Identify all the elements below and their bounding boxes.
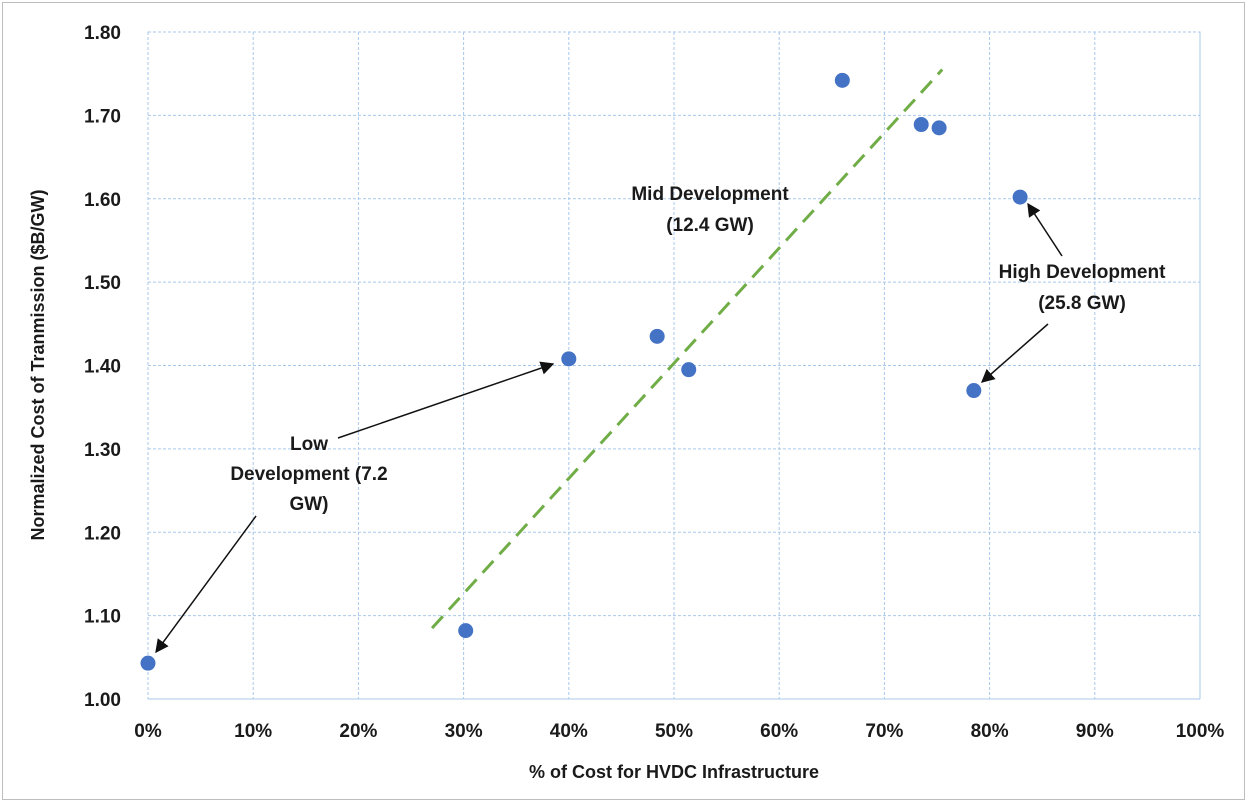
scatter-point bbox=[931, 120, 947, 136]
trendline bbox=[430, 68, 944, 630]
y-tick-label: 1.50 bbox=[84, 273, 121, 294]
y-tick-labels: 1.00 1.10 1.20 1.30 1.40 1.50 1.60 1.70 1.80 bbox=[84, 23, 121, 711]
plot-area-border bbox=[147, 31, 1201, 700]
x-tick-label: 70% bbox=[865, 721, 903, 742]
annotations: Low Development (7.2 GW) Mid Development (12… bbox=[155, 184, 1166, 654]
x-axis-title: % of Cost for HVDC Infrastructure bbox=[529, 762, 819, 782]
scatter-point bbox=[913, 117, 929, 133]
trendline-group bbox=[430, 68, 944, 630]
scatter-point bbox=[561, 351, 577, 367]
y-axis-title: Normalized Cost of Tranmission ($B/GW) bbox=[28, 189, 48, 540]
arrow-low-to-40 bbox=[337, 361, 555, 439]
x-tick-label: 90% bbox=[1076, 721, 1114, 742]
y-tick-label: 1.10 bbox=[84, 607, 121, 628]
x-tick-label: 60% bbox=[760, 721, 798, 742]
scatter-point bbox=[966, 383, 982, 399]
scatter-point bbox=[1012, 189, 1028, 205]
y-tick-label: 1.00 bbox=[84, 690, 121, 711]
grid bbox=[147, 31, 1201, 700]
scatter-point bbox=[458, 623, 474, 639]
x-tick-label: 0% bbox=[134, 721, 162, 742]
x-tick-label: 40% bbox=[550, 721, 588, 742]
y-tick-label: 1.60 bbox=[84, 190, 121, 211]
data-points bbox=[140, 72, 1028, 671]
x-tick-label: 20% bbox=[339, 721, 377, 742]
arrow-high-to-78 bbox=[980, 323, 1049, 383]
annotation-high-line: High Development bbox=[999, 262, 1166, 283]
y-tick-label: 1.20 bbox=[84, 523, 121, 544]
x-tick-label: 30% bbox=[445, 721, 483, 742]
annotation-mid-line: (12.4 GW) bbox=[666, 215, 754, 236]
annotation-low-line: GW) bbox=[289, 494, 328, 515]
y-tick-label: 1.40 bbox=[84, 357, 121, 378]
y-tick-label: 1.80 bbox=[84, 23, 121, 44]
x-tick-label: 80% bbox=[971, 721, 1009, 742]
scatter-point bbox=[649, 328, 665, 344]
scatter-point bbox=[140, 655, 156, 671]
arrow-low-to-0 bbox=[155, 515, 257, 654]
annotation-mid-line: Mid Development bbox=[631, 184, 789, 205]
y-tick-label: 1.30 bbox=[84, 440, 121, 461]
annotation-low-line: Development (7.2 bbox=[230, 464, 387, 485]
x-tick-label: 100% bbox=[1176, 721, 1225, 742]
annotation-low-line: Low bbox=[290, 434, 328, 455]
scatter-point bbox=[834, 72, 850, 88]
arrow-high-to-83 bbox=[1027, 202, 1063, 257]
x-tick-label: 50% bbox=[655, 721, 693, 742]
x-tick-labels: 0% 10% 20% 30% 40% 50% 60% 70% 80% 90% 100% bbox=[134, 721, 1224, 742]
y-tick-label: 1.70 bbox=[84, 106, 121, 127]
x-tick-label: 10% bbox=[234, 721, 272, 742]
annotation-high-line: (25.8 GW) bbox=[1038, 293, 1126, 314]
scatter-point bbox=[681, 362, 697, 378]
